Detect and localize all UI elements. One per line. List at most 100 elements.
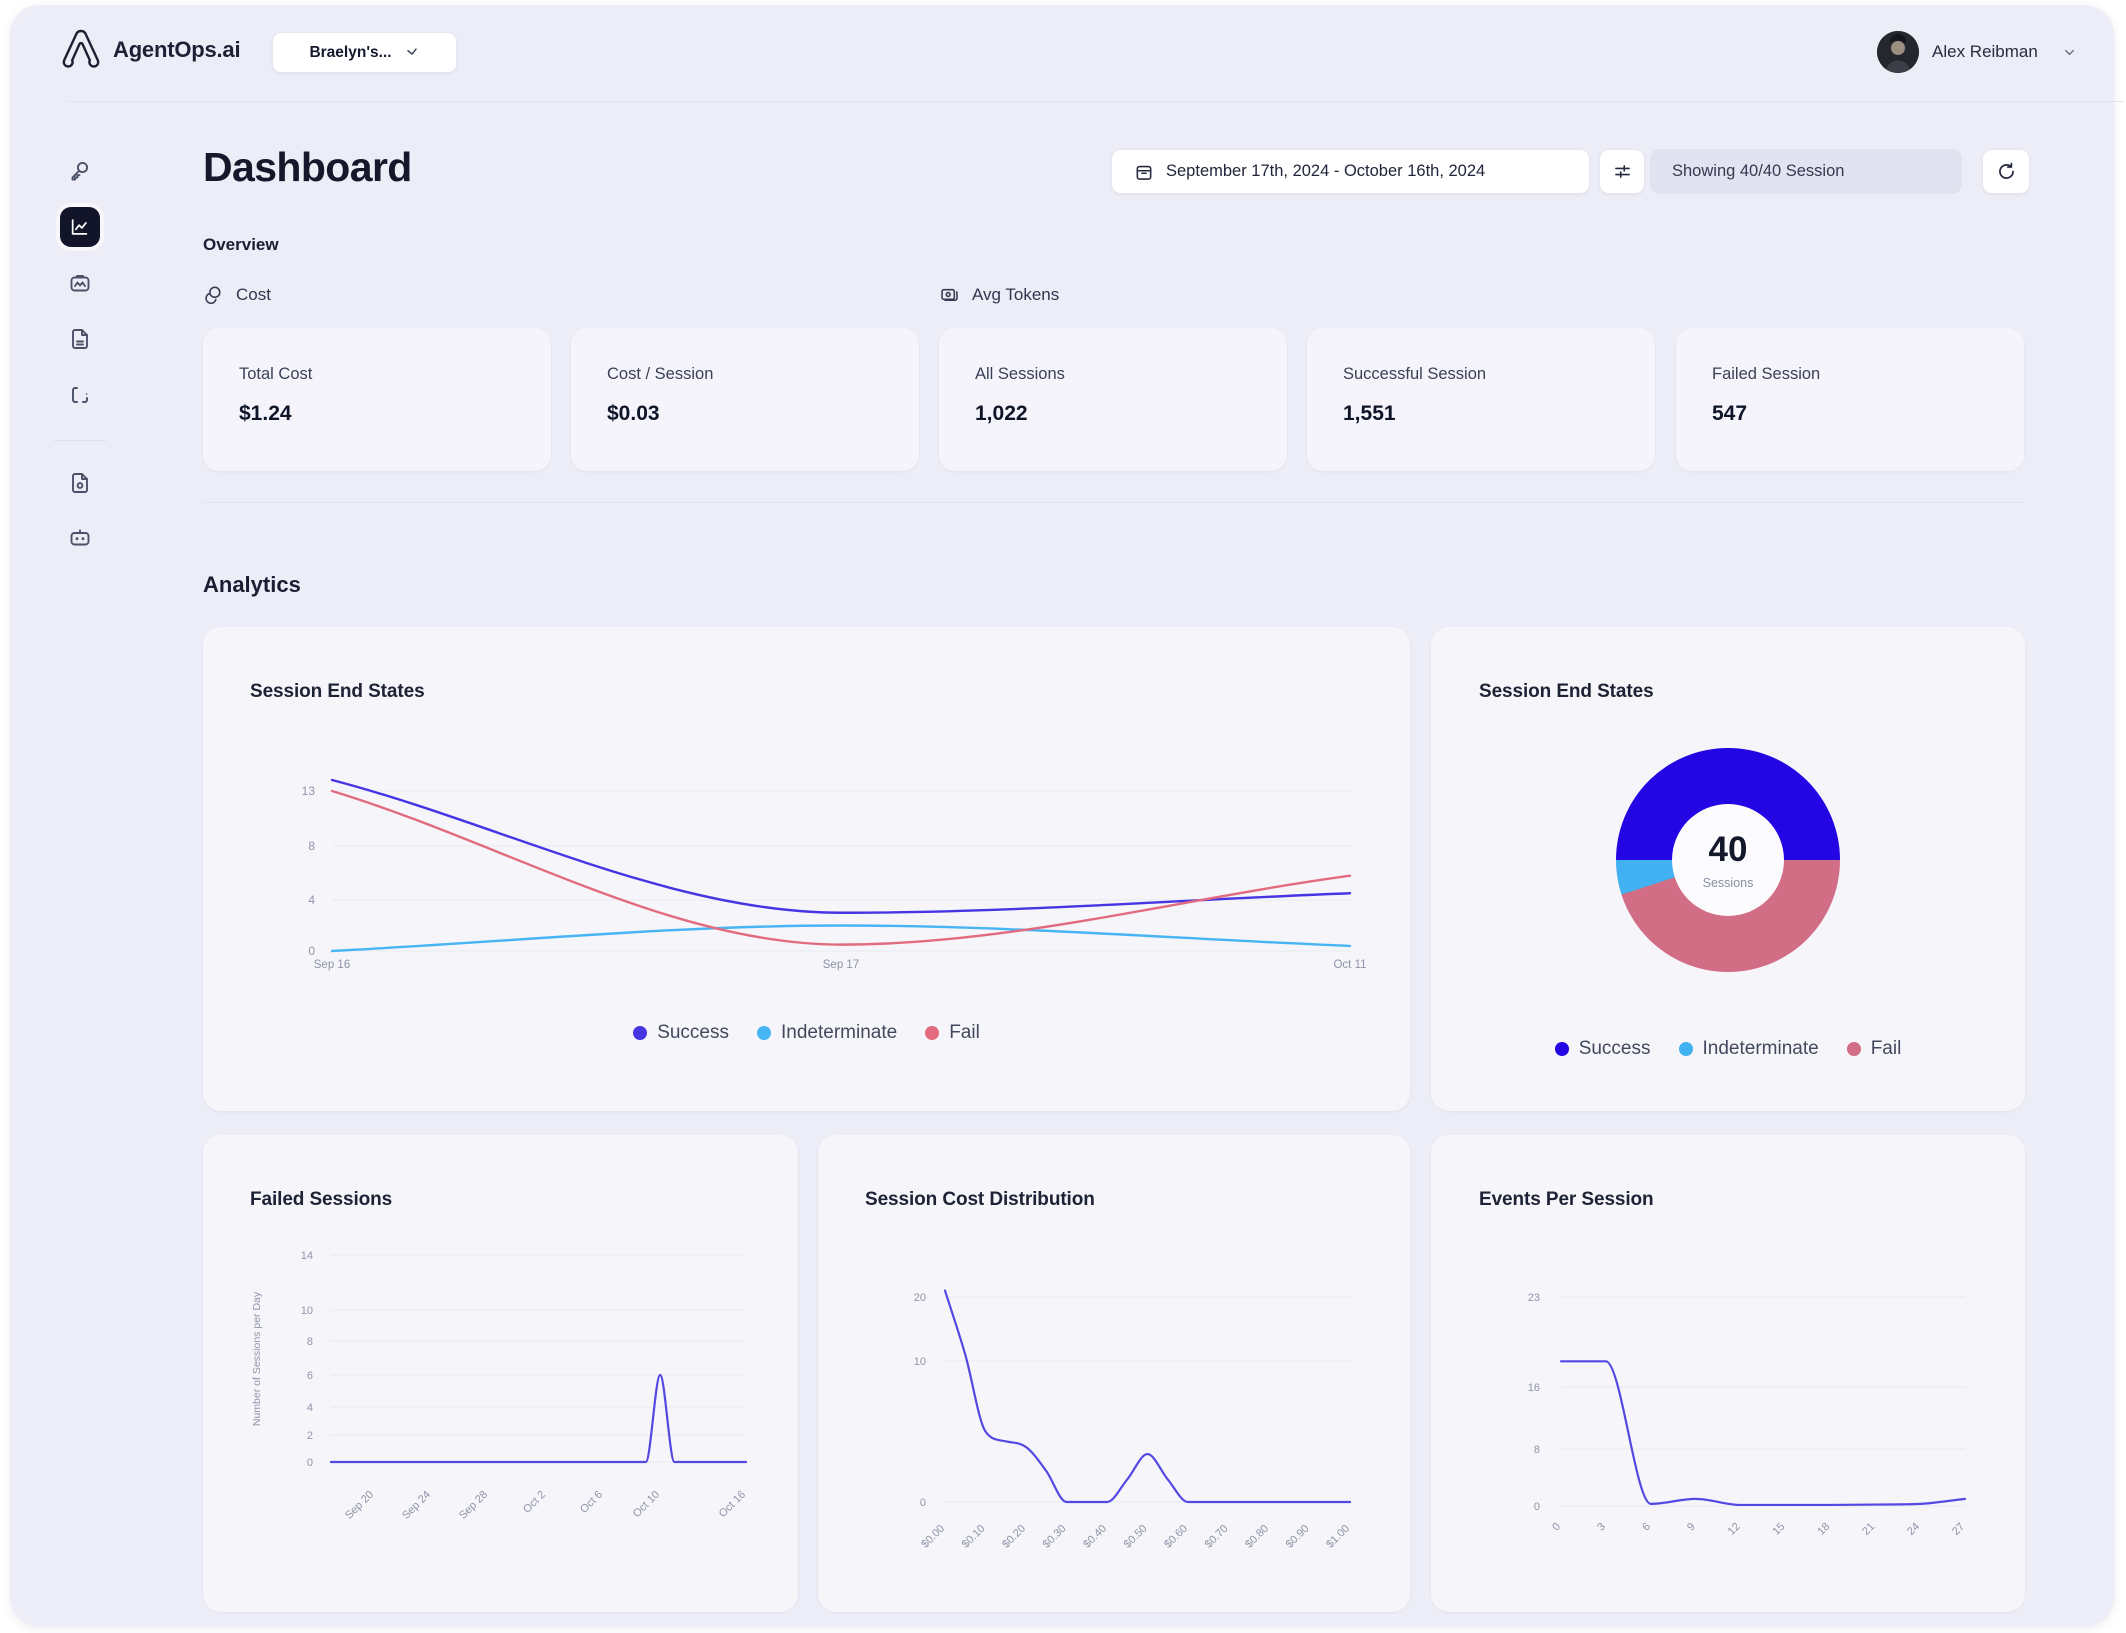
chart-title: Session Cost Distribution bbox=[865, 1189, 1095, 1210]
x-tick-label: 27 bbox=[1950, 1521, 1967, 1538]
refresh-button[interactable] bbox=[1982, 149, 2030, 194]
user-avatar-photo-icon bbox=[1877, 31, 1919, 73]
key-icon sidebar-item-api-keys[interactable] bbox=[68, 159, 92, 183]
filter-button[interactable] bbox=[1599, 149, 1645, 194]
legend-label: Success bbox=[657, 1022, 729, 1043]
chart-title: Session End States bbox=[250, 681, 425, 702]
workspace-selector[interactable]: Braelyn's... bbox=[272, 32, 457, 73]
chart-card-session-end-states-line: Session End States 0 4 8 13 Sep 16 Sep 17 Oct … bbox=[203, 627, 1410, 1111]
x-tick-label: 15 bbox=[1770, 1521, 1787, 1538]
series-indeterminate bbox=[330, 924, 1352, 953]
chart-card-events-per-session: Events Per Session 0 8 16 23 0 3 6 9 12 15 18 21 24 2… bbox=[1431, 1135, 2025, 1612]
y-tick-label: 14 bbox=[301, 1250, 313, 1262]
legend-label: Fail bbox=[1870, 1038, 1902, 1059]
document-icon sidebar-item-docs[interactable] bbox=[68, 471, 92, 495]
user-chevron-down-icon[interactable] bbox=[2062, 45, 2077, 60]
y-tick-label: 10 bbox=[301, 1305, 313, 1317]
legend-item-indeterminate[interactable]: Indeterminate bbox=[1678, 1038, 1819, 1060]
brand-name: AgentOps.ai bbox=[113, 37, 241, 62]
legend-label: Indeterminate bbox=[781, 1022, 898, 1043]
legend-item-success[interactable]: Success bbox=[633, 1022, 729, 1044]
y-tick-label: 23 bbox=[1528, 1292, 1540, 1304]
bot-icon sidebar-item-agents[interactable] bbox=[68, 525, 92, 549]
x-tick-label: Sep 16 bbox=[314, 959, 350, 971]
date-range-label: September 17th, 2024 - October 16th, 202… bbox=[1166, 162, 1486, 180]
tokens-group-label: Avg Tokens bbox=[972, 284, 1060, 304]
legend-label: Indeterminate bbox=[1702, 1038, 1819, 1059]
y-tick-label: 8 bbox=[1534, 1444, 1540, 1456]
x-tick-label: 18 bbox=[1815, 1521, 1832, 1538]
legend-item-indeterminate[interactable]: Indeterminate bbox=[757, 1022, 897, 1044]
filter-sliders-icon bbox=[1614, 165, 1630, 178]
series-sessions bbox=[943, 1289, 1352, 1504]
app-frame: AgentOps.ai Braelyn's... Alex Reibman bbox=[10, 5, 2124, 1627]
session-replay-icon sidebar-item-sessions[interactable] bbox=[68, 271, 92, 295]
y-tick-label: 13 bbox=[302, 784, 316, 798]
y-tick-label: 0 bbox=[1534, 1501, 1540, 1513]
line-chart-icon bbox=[71, 219, 88, 235]
stat-label: Failed Session bbox=[1712, 365, 1821, 383]
date-range-picker[interactable]: September 17th, 2024 - October 16th, 202… bbox=[1111, 149, 1590, 194]
legend-item-success[interactable]: Success bbox=[1554, 1038, 1651, 1060]
x-tick-label: Oct 6 bbox=[578, 1489, 605, 1516]
tokens-group-header: Avg Tokens bbox=[939, 284, 1059, 305]
y-tick-label: 2 bbox=[307, 1430, 313, 1442]
chart-title: Events Per Session bbox=[1479, 1189, 1654, 1210]
legend-item-fail[interactable]: Fail bbox=[925, 1022, 980, 1044]
stat-label: Successful Session bbox=[1343, 365, 1487, 383]
y-tick-label: 0 bbox=[308, 944, 315, 958]
file-report-icon sidebar-item-evaluations[interactable] bbox=[68, 327, 92, 351]
stat-card-all-sessions: All Sessions 1,022 bbox=[939, 328, 1287, 471]
stat-value: 547 bbox=[1712, 402, 1748, 425]
legend-item-fail[interactable]: Fail bbox=[1846, 1038, 1902, 1060]
x-tick-label: Oct 11 bbox=[1333, 959, 1366, 971]
section-divider bbox=[203, 502, 2024, 503]
x-tick-label: 3 bbox=[1595, 1521, 1608, 1534]
stat-card-failed-session: Failed Session 547 bbox=[1676, 328, 2024, 471]
x-tick-label: Oct 10 bbox=[631, 1489, 662, 1520]
legend-dot bbox=[1846, 1042, 1861, 1056]
x-tick-label: 6 bbox=[1640, 1521, 1653, 1534]
chart-card-session-end-states-donut: Session End States 40 Sessions Success In… bbox=[1431, 627, 2025, 1111]
legend-dot bbox=[757, 1026, 771, 1040]
x-tick-label: 24 bbox=[1905, 1521, 1922, 1538]
y-tick-label: 8 bbox=[307, 1336, 313, 1348]
legend-dot bbox=[1554, 1042, 1569, 1056]
refresh-icon bbox=[1998, 162, 2014, 179]
stat-card-successful-session: Successful Session 1,551 bbox=[1307, 328, 1655, 471]
user-avatar[interactable] bbox=[1877, 31, 1919, 73]
session-end-states-line-svg: 0 4 8 13 Sep 16 Sep 17 Oct 11 bbox=[302, 778, 1367, 971]
legend-label: Fail bbox=[949, 1022, 980, 1043]
chart-title: Session End States bbox=[1479, 681, 1654, 702]
x-tick-label: Sep 28 bbox=[457, 1489, 490, 1522]
code-brackets-icon sidebar-item-logs[interactable] bbox=[68, 383, 92, 407]
page-title: Dashboard bbox=[203, 144, 412, 190]
x-tick-label: Sep 24 bbox=[400, 1489, 433, 1522]
events-per-session-svg: 0 8 16 23 0 3 6 9 12 15 18 21 24 27 bbox=[1528, 1292, 1967, 1538]
overview-section-label: Overview bbox=[203, 235, 279, 254]
y-axis-title: Number of Sessions per Day bbox=[251, 1291, 263, 1426]
analytics-section-label: Analytics bbox=[203, 572, 301, 597]
sidebar-item-dashboard[interactable] bbox=[60, 207, 100, 247]
y-tick-label: 10 bbox=[914, 1356, 926, 1368]
x-tick-label: $0.70 bbox=[1203, 1523, 1231, 1551]
legend-dot bbox=[633, 1026, 648, 1040]
stat-value: $1.24 bbox=[239, 402, 292, 425]
x-tick-label: 12 bbox=[1726, 1521, 1743, 1538]
x-tick-label: 0 bbox=[1550, 1521, 1563, 1534]
x-tick-label: $1.00 bbox=[1324, 1523, 1352, 1551]
y-tick-label: 20 bbox=[914, 1292, 926, 1304]
series-fail bbox=[330, 789, 1352, 946]
stat-card-total-cost: Total Cost $1.24 bbox=[203, 328, 551, 471]
donut-center: 40 Sessions bbox=[1672, 804, 1784, 916]
x-tick-label: $0.60 bbox=[1162, 1523, 1190, 1551]
calendar-icon bbox=[1136, 165, 1152, 180]
x-tick-label: $0.30 bbox=[1041, 1523, 1069, 1551]
session-count-pill: Showing 40/40 Session bbox=[1650, 149, 1962, 194]
x-tick-label: $0.90 bbox=[1284, 1523, 1312, 1551]
stat-label: Cost / Session bbox=[607, 365, 714, 383]
x-tick-label: Sep 17 bbox=[823, 959, 859, 971]
session-cost-distribution-svg: 0 10 20 $0.00 $0.10 $0.20 $0.30 $0.40 $0.50 $0.60… bbox=[914, 1289, 1352, 1551]
session-count-label: Showing 40/40 Session bbox=[1672, 162, 1845, 180]
